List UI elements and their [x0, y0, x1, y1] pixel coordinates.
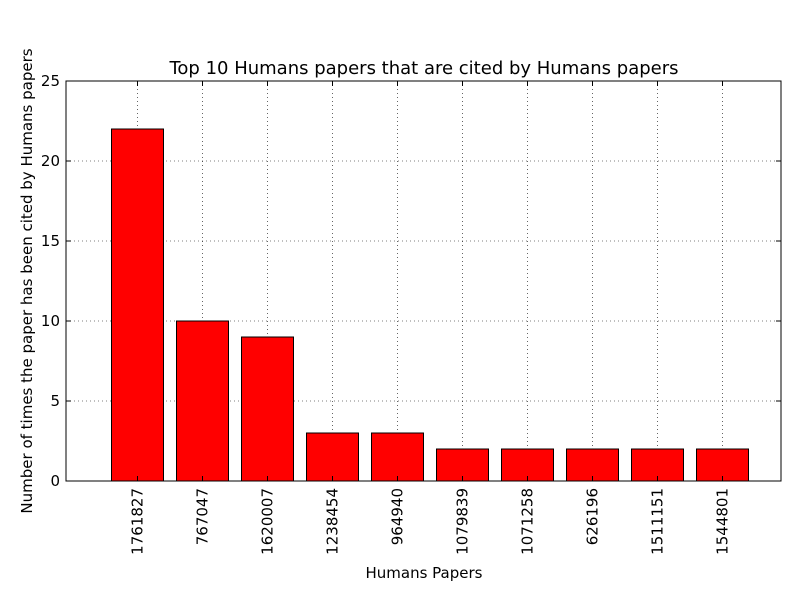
x-tick-label: 964940 — [389, 488, 407, 545]
bar-626196 — [566, 448, 619, 482]
x-tick-label: 1071258 — [519, 488, 537, 555]
x-tick-label: 1761827 — [129, 488, 147, 555]
bar-767047 — [176, 320, 229, 482]
x-tick-label: 626196 — [584, 488, 602, 545]
y-tick-label: 15 — [41, 232, 60, 250]
bar-1620007 — [241, 336, 294, 482]
y-tick-label: 0 — [50, 472, 60, 490]
y-tick-label: 25 — [41, 72, 60, 90]
bar-1071258 — [501, 448, 554, 482]
x-tick-label: 1079839 — [454, 488, 472, 555]
bar-964940 — [371, 432, 424, 482]
x-tick-label: 1544801 — [714, 488, 732, 555]
bar-1511151 — [631, 448, 684, 482]
x-tick-label: 1511151 — [649, 488, 667, 555]
chart-title: Top 10 Humans papers that are cited by H… — [168, 58, 678, 79]
y-axis-label: Number of times the paper has been cited… — [18, 48, 36, 513]
plot-frame — [65, 80, 782, 482]
x-tick-label: 1620007 — [259, 488, 277, 555]
x-tick-label: 1238454 — [324, 488, 342, 555]
y-tick-label: 10 — [41, 312, 60, 330]
bar-1761827 — [111, 128, 164, 482]
axis-ticks: 0 5 10 15 20 25 1761827 767047 1620007 1238454 964… — [41, 72, 781, 555]
grid-lines — [66, 81, 781, 481]
bar-1079839 — [436, 448, 489, 482]
bars — [111, 128, 749, 482]
x-tick-label: 767047 — [194, 488, 212, 545]
x-axis-label: Humans Papers — [366, 564, 483, 582]
bar-1238454 — [306, 432, 359, 482]
y-tick-label: 5 — [50, 392, 60, 410]
y-tick-label: 20 — [41, 152, 60, 170]
